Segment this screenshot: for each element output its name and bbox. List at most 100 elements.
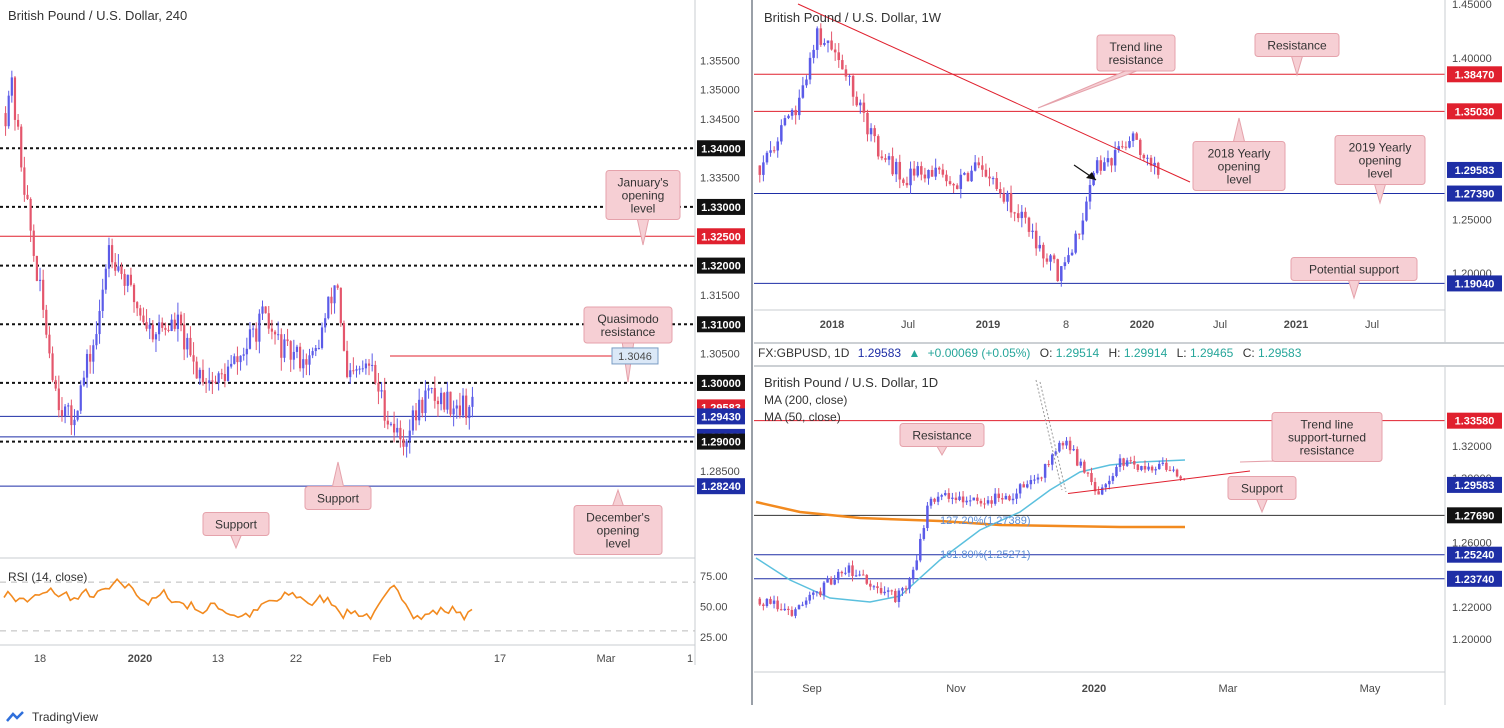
w1-candle <box>1045 258 1049 262</box>
w1-candle <box>959 174 963 189</box>
quote-low-label: L: <box>1177 346 1187 360</box>
d1-price-tag-label: 1.23740 <box>1455 574 1495 586</box>
h4-candle <box>317 347 320 349</box>
w1-candle <box>1121 146 1124 148</box>
w1-candle <box>1088 185 1092 202</box>
d1-candle <box>990 500 993 504</box>
d1-candle <box>1047 464 1050 466</box>
h4-candle <box>242 354 245 356</box>
h4-candle <box>198 369 201 379</box>
d1-candle <box>976 497 979 501</box>
h4-candle <box>57 388 60 411</box>
d1-candle <box>1129 460 1132 462</box>
h4-candle <box>252 328 255 330</box>
d1-candle <box>797 605 801 610</box>
h4-candle <box>255 328 258 342</box>
h4-candle <box>383 390 386 421</box>
h4-candle <box>239 355 242 363</box>
h4-candle <box>261 306 264 314</box>
w1-candle <box>898 161 902 180</box>
d1-annotation-trendline-support-turned-text: resistance <box>1300 444 1355 458</box>
w1-candle <box>866 112 869 135</box>
rsi-ytick: 75.00 <box>700 571 728 583</box>
h4-candle <box>161 322 164 328</box>
h4-candle <box>396 427 399 433</box>
h4-candle <box>333 285 336 304</box>
d1-candle <box>772 600 776 604</box>
w1-candle <box>1153 162 1156 166</box>
h4-candle <box>142 315 145 323</box>
h4-candle <box>45 309 48 335</box>
w1-price-tag-label: 1.19040 <box>1455 278 1495 290</box>
d1-candle <box>837 571 840 580</box>
d1-candle <box>1015 493 1018 499</box>
d1-annotation-resistance-text: Resistance <box>912 429 972 443</box>
h4-annotation-januarys-opening-text: January's <box>618 176 669 190</box>
brand-footer: TradingView <box>6 710 98 724</box>
h4-candle <box>233 356 236 364</box>
w1-candle <box>1070 252 1074 256</box>
h4-annotation-quasimodo <box>583 306 673 344</box>
w1-candle <box>1095 160 1099 173</box>
w1-candle <box>1156 162 1160 175</box>
w1-price-tag <box>1447 66 1502 83</box>
d1-annotation-support <box>1227 476 1297 500</box>
w1-annotation-trendline-resistance <box>1096 34 1176 72</box>
w1-candle <box>1067 255 1070 263</box>
h4-rsi-pane: RSI (14, close) 75.00 50.00 25.00 <box>0 570 728 644</box>
h4-ytick: 1.33500 <box>700 173 740 185</box>
h4-candle <box>111 245 114 263</box>
w1-candle <box>880 156 884 159</box>
h4-candle <box>286 339 289 342</box>
h4-annotation-decembers-opening-text: level <box>606 537 631 551</box>
d1-candle <box>1068 440 1072 451</box>
d1-annotations: 127.20%(1.27389) 161.80%(1.25271) Resistan… <box>899 379 1383 561</box>
w1-candle <box>819 28 823 45</box>
d1-candle <box>876 586 879 589</box>
d1-price-tag <box>1447 546 1502 563</box>
h4-candle <box>280 334 283 358</box>
quote-high-label: H: <box>1109 346 1121 360</box>
h4-candle <box>289 341 292 360</box>
h4-annotation-support-lower-text: Support <box>215 518 258 532</box>
w1-candle <box>848 75 851 77</box>
d1-candle <box>1122 458 1125 466</box>
d1-candle <box>1154 469 1157 471</box>
h4-candle <box>342 323 346 351</box>
h4-candle <box>64 406 67 417</box>
h4-candle <box>89 353 92 362</box>
h4-candle <box>364 363 367 369</box>
h4-candle <box>54 380 57 389</box>
d1-xtick: 2020 <box>1082 683 1106 695</box>
h4-annotation-quasimodo-text: Quasimodo <box>597 312 659 326</box>
d1-annotation-trendline-support-turned-text: Trend line <box>1301 418 1354 432</box>
d1-candle <box>1033 479 1036 481</box>
d1-candle <box>986 500 990 504</box>
h4-candle <box>270 328 273 332</box>
h4-candle <box>380 390 383 392</box>
h4-quasimodo-tag-label: 1.3046 <box>618 351 652 363</box>
h4-price-tag-label: 1.29000 <box>701 437 741 449</box>
d1-candle <box>961 496 965 503</box>
h4-price-tag <box>697 140 745 157</box>
quote-symbol: FX:GBPUSD, 1D <box>758 346 850 360</box>
d1-ytick: 1.20000 <box>1452 634 1492 646</box>
d1-levels <box>754 420 1445 580</box>
h4-candle <box>236 356 239 363</box>
w1-ytick: 1.40000 <box>1452 53 1492 65</box>
w1-candle <box>859 102 862 106</box>
w1-candle <box>794 109 797 116</box>
h4-candle <box>167 329 170 332</box>
h4-candle <box>468 406 471 419</box>
h4-price-tag <box>697 478 745 495</box>
w1-candle <box>988 176 991 179</box>
h4-candle <box>79 385 82 411</box>
h4-candle <box>95 334 98 346</box>
h4-candle <box>35 255 38 281</box>
d1-candle <box>1140 466 1143 470</box>
d1-axis: 1.320001.300001.260001.220001.20000SepNo… <box>802 412 1502 695</box>
d1-candle <box>979 500 983 504</box>
h4-candle <box>107 245 111 269</box>
h4-price-tag <box>697 316 745 333</box>
d1-candle <box>922 528 926 539</box>
